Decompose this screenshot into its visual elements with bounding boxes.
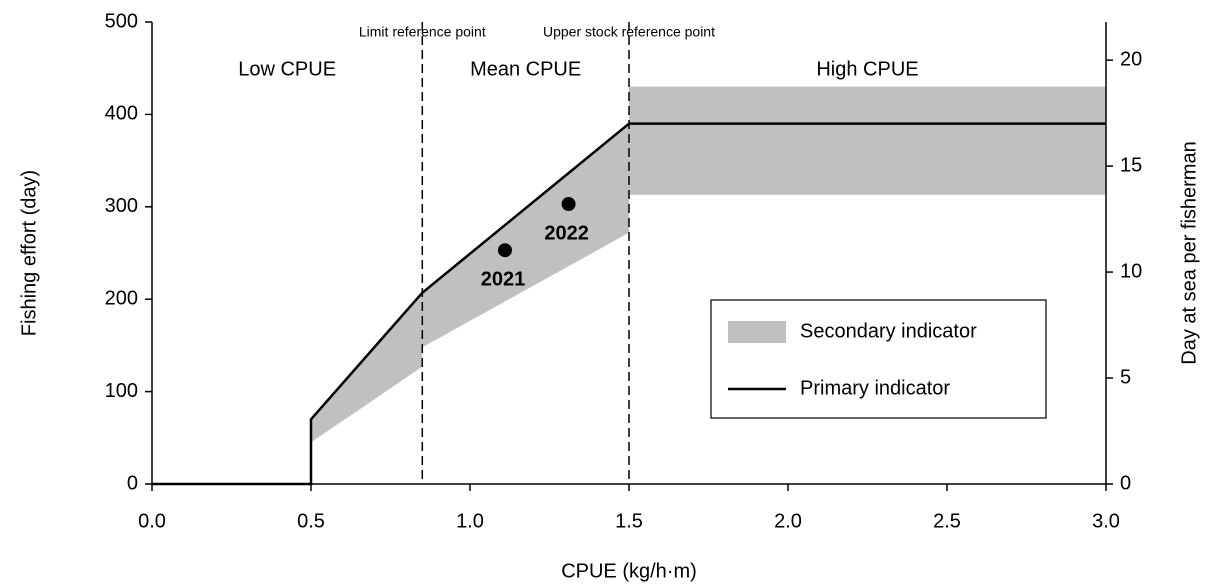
y-tick-label: 500 [105, 10, 138, 32]
y-tick-label: 100 [105, 380, 138, 402]
reference-label: Limit reference point [359, 24, 486, 40]
x-tick-label: 0.0 [138, 510, 166, 532]
legend-box [710, 299, 1047, 419]
x-tick-label: 2.0 [774, 510, 802, 532]
x-tick-label: 1.5 [615, 510, 643, 532]
y2-axis-label: Day at sea per fisherman [1178, 141, 1200, 364]
x-tick-label: 2.5 [933, 510, 961, 532]
point-label: 2022 [544, 222, 589, 244]
secondary-band [311, 86, 1106, 443]
y-tick-label: 200 [105, 287, 138, 309]
y2-tick-label: 20 [1120, 48, 1142, 70]
y-tick-label: 300 [105, 195, 138, 217]
region-label: High CPUE [816, 58, 918, 80]
x-axis-label: CPUE (kg/h·m) [561, 560, 697, 582]
point [497, 243, 512, 258]
legend-label: Primary indicator [800, 377, 950, 399]
y2-tick-label: 0 [1120, 472, 1131, 494]
x-tick-label: 3.0 [1092, 510, 1120, 532]
y2-tick-label: 15 [1120, 154, 1142, 176]
legend-label: Secondary indicator [800, 320, 977, 342]
y2-tick-label: 5 [1120, 366, 1131, 388]
y-axis-label: Fishing effort (day) [18, 170, 40, 336]
region-label: Mean CPUE [470, 58, 581, 80]
point-label: 2021 [481, 269, 526, 291]
y-tick-label: 0 [127, 472, 138, 494]
reference-label: Upper stock reference point [543, 24, 715, 40]
point [561, 197, 576, 212]
x-tick-label: 0.5 [297, 510, 325, 532]
y2-tick-label: 10 [1120, 260, 1142, 282]
region-label: Low CPUE [238, 58, 336, 80]
x-tick-label: 1.0 [456, 510, 484, 532]
legend-swatch [728, 321, 786, 343]
y-tick-label: 400 [105, 103, 138, 125]
